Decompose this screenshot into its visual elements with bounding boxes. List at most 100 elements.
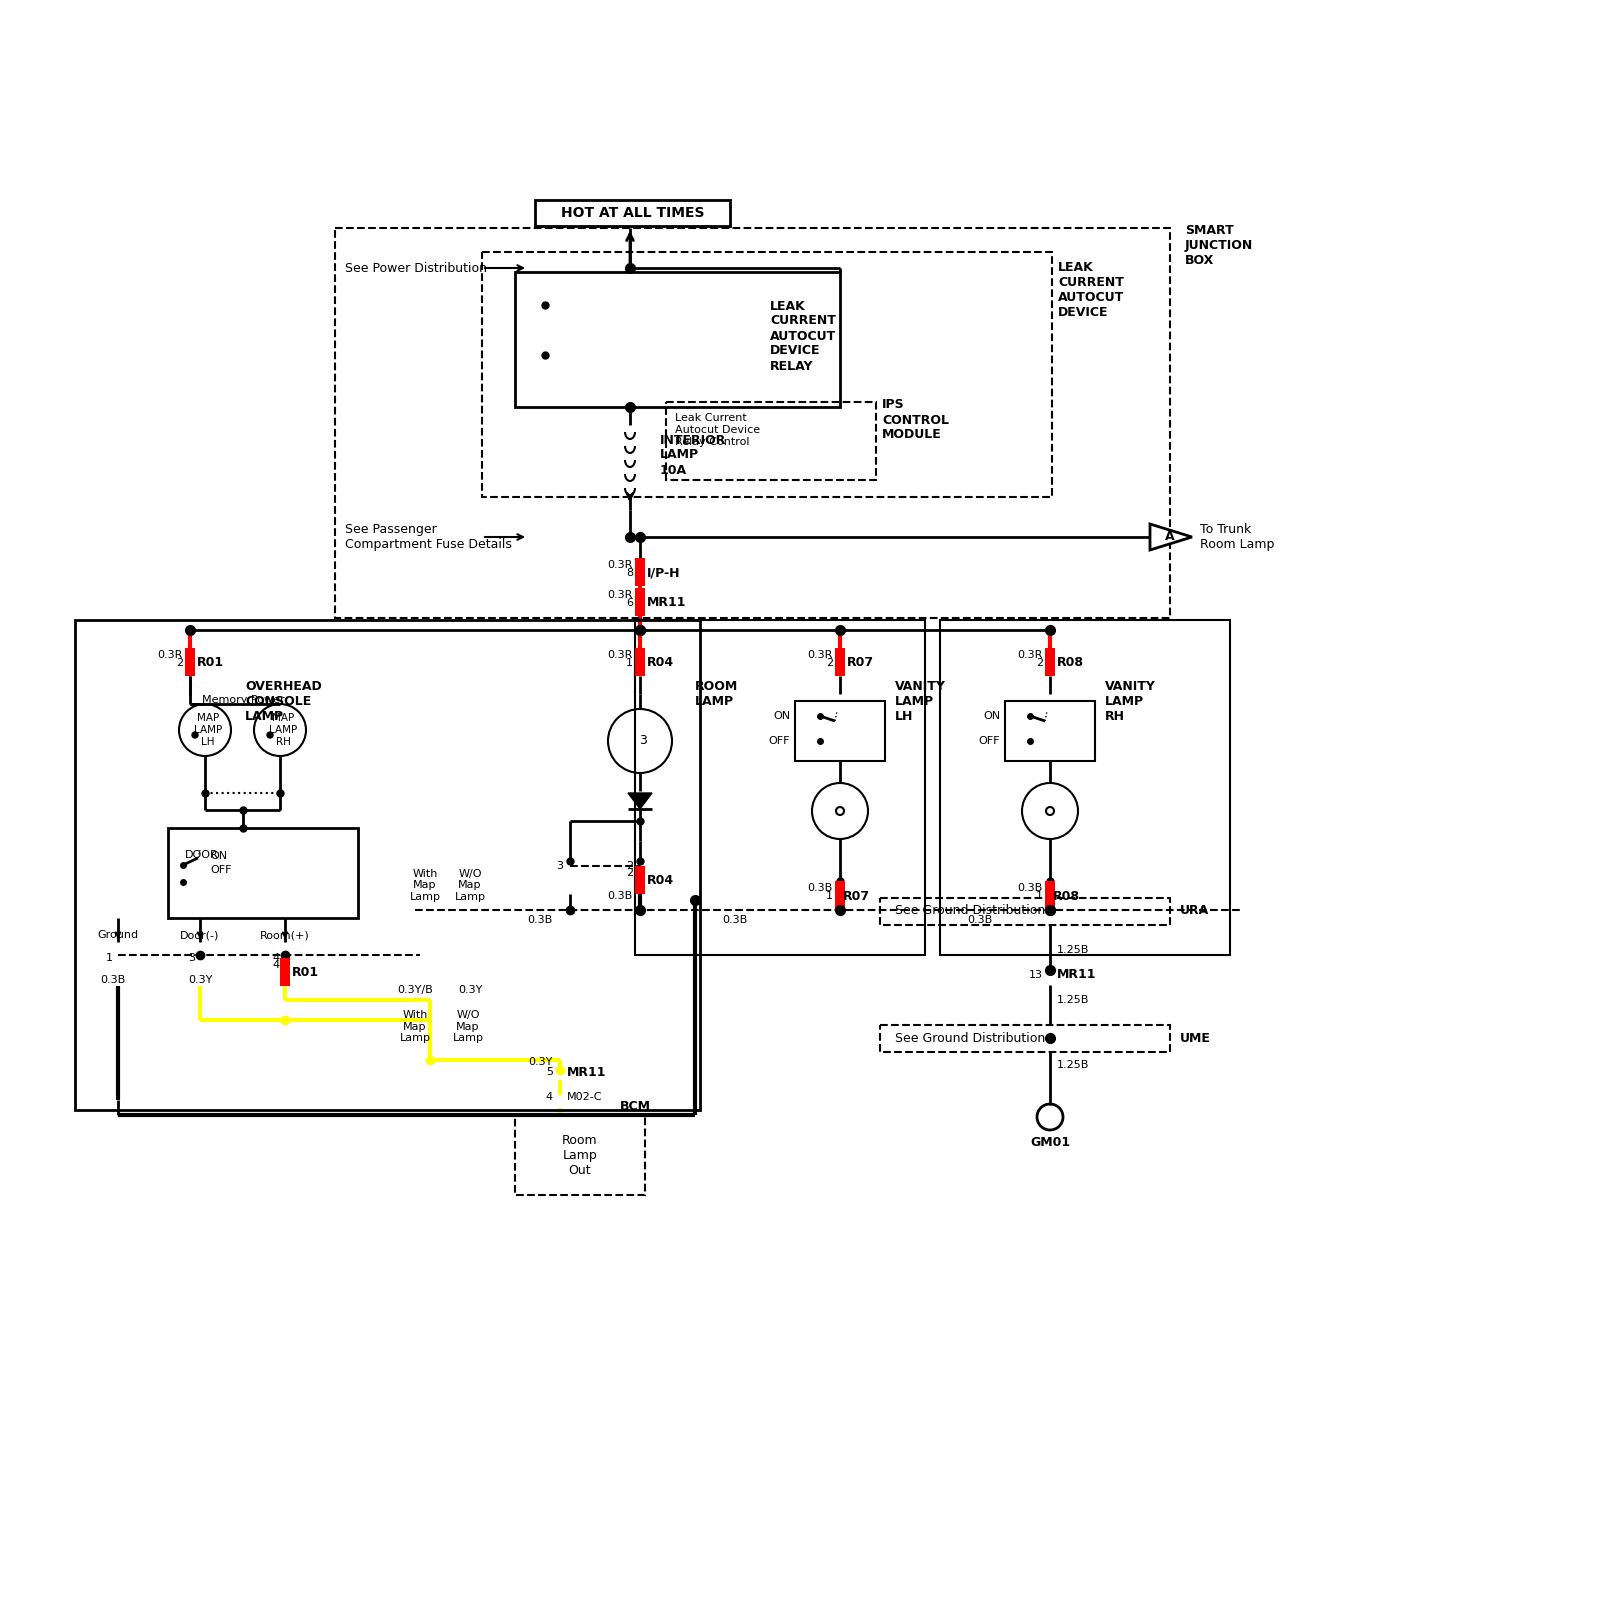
Text: UME: UME xyxy=(1181,1032,1211,1045)
Text: 1: 1 xyxy=(106,954,114,963)
Text: 4: 4 xyxy=(274,954,280,963)
Bar xyxy=(635,866,645,894)
Text: 4: 4 xyxy=(546,1091,554,1102)
Text: ON: ON xyxy=(982,710,1000,722)
Text: MAP
LAMP
LH: MAP LAMP LH xyxy=(194,714,222,747)
Text: 3: 3 xyxy=(189,954,195,963)
Text: 3: 3 xyxy=(557,861,563,870)
Text: 2: 2 xyxy=(626,867,634,878)
Text: 0.3B: 0.3B xyxy=(968,915,992,925)
Text: ON: ON xyxy=(210,851,227,861)
Text: ROOM
LAMP: ROOM LAMP xyxy=(694,680,738,707)
Text: I/P-H: I/P-H xyxy=(646,566,680,579)
Text: MR11: MR11 xyxy=(646,597,686,610)
Bar xyxy=(534,200,730,226)
Text: Ground: Ground xyxy=(98,930,139,939)
Text: Memory Power: Memory Power xyxy=(202,694,285,706)
Text: R01: R01 xyxy=(197,656,224,669)
Text: BCM: BCM xyxy=(621,1101,651,1114)
Text: 0.3B: 0.3B xyxy=(722,915,747,925)
Text: M02-C: M02-C xyxy=(566,1091,603,1102)
Text: With
Map
Lamp: With Map Lamp xyxy=(400,1010,430,1043)
Bar xyxy=(666,402,877,480)
Bar xyxy=(835,882,845,909)
Bar xyxy=(880,898,1170,925)
Text: OFF: OFF xyxy=(210,866,232,875)
Bar xyxy=(941,619,1230,955)
Bar xyxy=(635,587,645,616)
Text: 0.3R: 0.3R xyxy=(808,650,834,659)
Text: Door(-): Door(-) xyxy=(181,930,219,939)
Text: 5: 5 xyxy=(546,1067,554,1077)
Bar xyxy=(795,701,885,762)
Text: LEAK
CURRENT
AUTOCUT
DEVICE: LEAK CURRENT AUTOCUT DEVICE xyxy=(1058,261,1125,318)
Bar xyxy=(186,648,195,675)
Text: 0.3Y/B: 0.3Y/B xyxy=(397,986,434,995)
Bar xyxy=(334,227,1170,618)
Text: R07: R07 xyxy=(843,890,870,902)
Text: R04: R04 xyxy=(646,656,674,669)
Text: INTERIOR
LAMP
10A: INTERIOR LAMP 10A xyxy=(661,434,726,477)
Text: VANITY
LAMP
RH: VANITY LAMP RH xyxy=(1106,680,1155,723)
Text: See Ground Distribution: See Ground Distribution xyxy=(894,904,1045,917)
Text: 2: 2 xyxy=(826,658,834,669)
Text: To Trunk
Room Lamp: To Trunk Room Lamp xyxy=(1200,523,1274,550)
Bar xyxy=(75,619,701,1110)
Text: MAP
LAMP
RH: MAP LAMP RH xyxy=(269,714,298,747)
Bar xyxy=(515,272,840,406)
Text: 0.3R: 0.3R xyxy=(608,590,634,600)
Text: Leak Current
Autocut Device
Relay Control: Leak Current Autocut Device Relay Contro… xyxy=(675,413,760,446)
Text: HOT AT ALL TIMES: HOT AT ALL TIMES xyxy=(560,206,704,219)
Text: R08: R08 xyxy=(1058,656,1085,669)
Text: 0.3B: 0.3B xyxy=(528,915,552,925)
Text: 1: 1 xyxy=(826,891,834,901)
Text: 0.3R: 0.3R xyxy=(608,560,634,570)
Circle shape xyxy=(192,733,198,738)
Text: 0.3B: 0.3B xyxy=(608,891,634,901)
Text: URA: URA xyxy=(1181,904,1210,917)
Text: 2: 2 xyxy=(626,861,634,870)
Text: VANITY
LAMP
LH: VANITY LAMP LH xyxy=(894,680,946,723)
Text: 2: 2 xyxy=(176,658,182,669)
Text: R04: R04 xyxy=(646,875,674,888)
Text: SMART
JUNCTION
BOX: SMART JUNCTION BOX xyxy=(1186,224,1253,267)
Text: R01: R01 xyxy=(291,966,318,979)
Bar xyxy=(1005,701,1094,762)
Bar xyxy=(482,251,1053,498)
Text: See Power Distribution: See Power Distribution xyxy=(346,261,486,275)
Text: 1: 1 xyxy=(626,658,634,669)
Text: With
Map
Lamp: With Map Lamp xyxy=(410,869,440,902)
Text: 6: 6 xyxy=(626,598,634,608)
Text: 3: 3 xyxy=(638,734,646,747)
Text: 0.3R: 0.3R xyxy=(1018,650,1043,659)
Text: 0.3Y: 0.3Y xyxy=(187,974,213,986)
Text: A: A xyxy=(1165,531,1174,544)
Text: GM01: GM01 xyxy=(1030,1136,1070,1149)
Bar xyxy=(280,958,290,986)
Bar xyxy=(515,1115,645,1195)
Text: OVERHEAD
CONSOLE
LAMP: OVERHEAD CONSOLE LAMP xyxy=(245,680,322,723)
Text: W/O
Map
Lamp: W/O Map Lamp xyxy=(453,1010,483,1043)
Bar xyxy=(635,619,925,955)
Text: IPS
CONTROL
MODULE: IPS CONTROL MODULE xyxy=(882,398,949,442)
Text: 4: 4 xyxy=(274,960,280,970)
Text: DOOR: DOOR xyxy=(186,850,219,861)
Bar xyxy=(168,829,358,918)
Text: 0.3Y: 0.3Y xyxy=(458,986,482,995)
Text: Room(+): Room(+) xyxy=(261,930,310,939)
Text: R08: R08 xyxy=(1053,890,1080,902)
Text: MR11: MR11 xyxy=(1058,968,1096,981)
Text: 0.3B: 0.3B xyxy=(1018,883,1043,893)
Text: 13: 13 xyxy=(1029,970,1043,979)
Text: 1.25B: 1.25B xyxy=(1058,946,1090,955)
Text: 0.3B: 0.3B xyxy=(808,883,834,893)
Text: 1: 1 xyxy=(1037,891,1043,901)
Text: 0.3R: 0.3R xyxy=(608,650,634,659)
Text: See Passenger
Compartment Fuse Details: See Passenger Compartment Fuse Details xyxy=(346,523,512,550)
Text: 0.3B: 0.3B xyxy=(101,974,126,986)
Text: 0.3R: 0.3R xyxy=(158,650,182,659)
Bar xyxy=(635,648,645,675)
Text: ON: ON xyxy=(773,710,790,722)
Polygon shape xyxy=(627,794,653,810)
Text: 1.25B: 1.25B xyxy=(1058,1059,1090,1070)
